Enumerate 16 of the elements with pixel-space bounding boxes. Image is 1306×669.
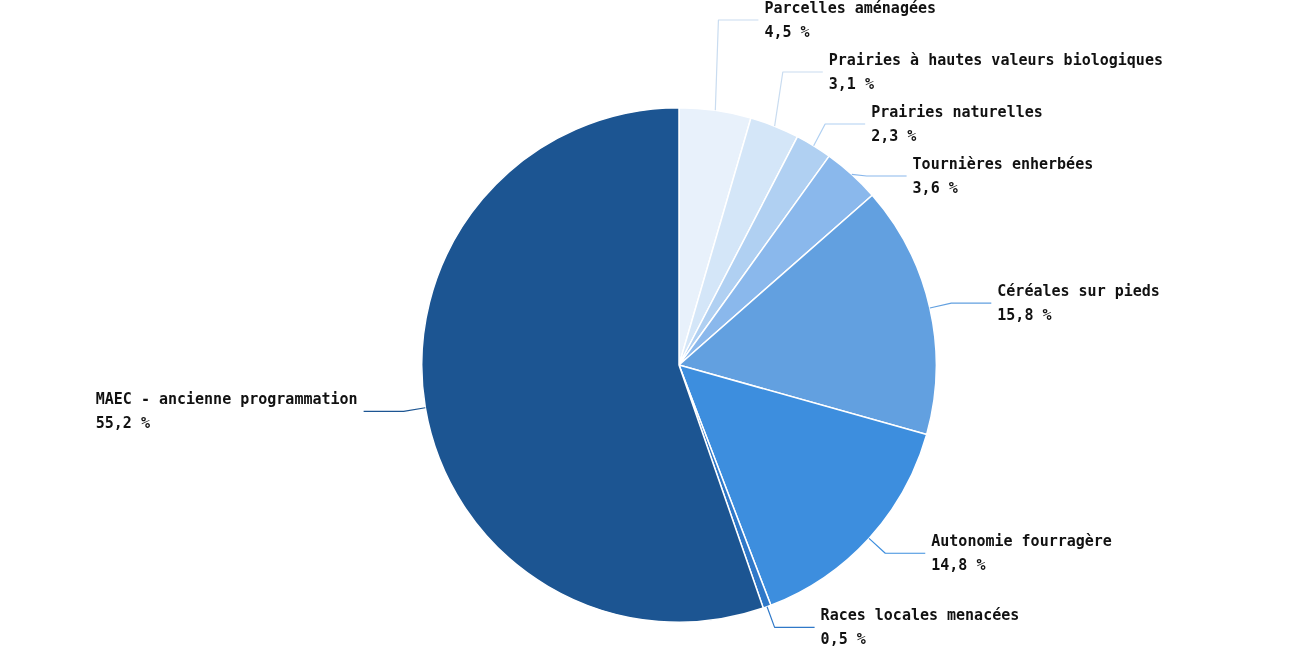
data-label: 3,1 % xyxy=(828,74,874,93)
slice-label: Céréales sur pieds xyxy=(997,282,1160,300)
slice-label: Races locales menacées xyxy=(820,606,1020,625)
data-label: 0,5 % xyxy=(820,630,866,649)
slice-label: Parcelles aménagées xyxy=(764,0,937,17)
data-label: 55,2 % xyxy=(95,414,150,433)
data-label: 14,8 % xyxy=(931,556,986,575)
data-label: 3,6 % xyxy=(912,178,958,197)
data-label: 2,3 % xyxy=(871,126,917,145)
slice-label: Autonomie fourragère xyxy=(931,532,1112,551)
data-label: 15,8 % xyxy=(997,306,1052,324)
slice-label: Prairies à hautes valeurs biologiques xyxy=(828,50,1163,69)
slice-label: Tournières enherbées xyxy=(912,154,1094,173)
data-label: 4,5 % xyxy=(764,22,810,41)
slice-label: MAEC - ancienne programmation xyxy=(95,390,358,409)
slice-label: Prairies naturelles xyxy=(871,102,1043,121)
